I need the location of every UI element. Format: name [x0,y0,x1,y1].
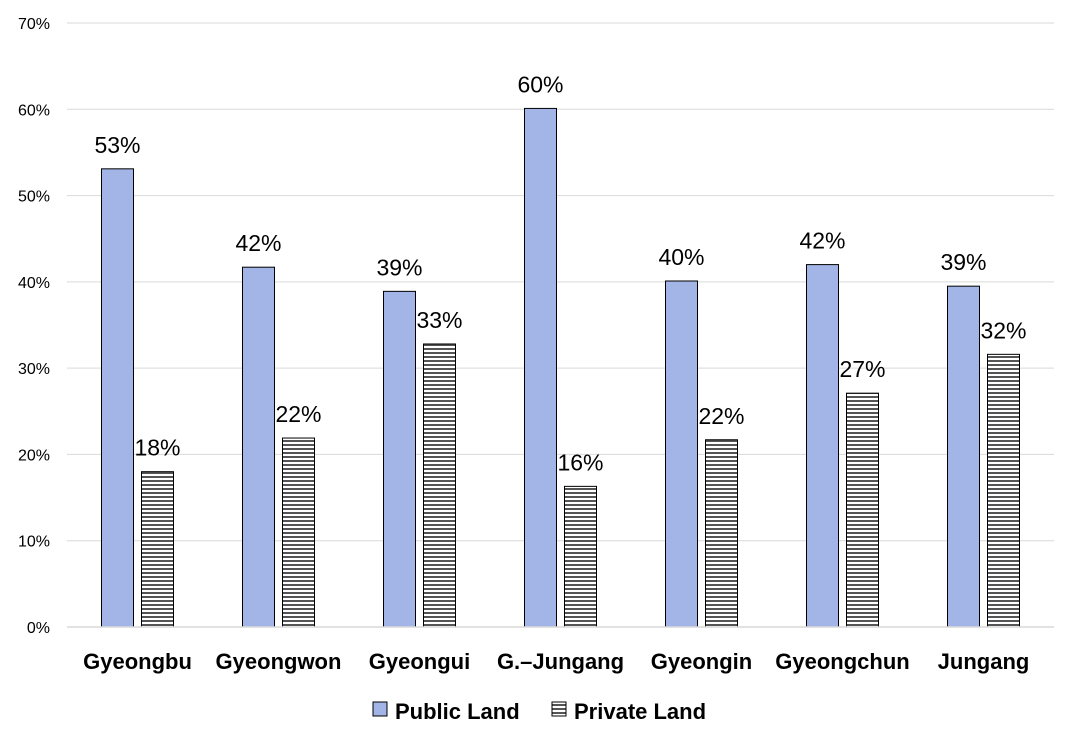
bar-private-land [564,485,597,628]
y-tick-label: 0% [27,620,50,637]
data-label-public-land: 42% [799,228,845,254]
y-tick-label: 10% [18,534,50,551]
y-tick-label: 30% [18,361,50,378]
bar-private-land [282,437,315,628]
data-label-private-land: 18% [134,435,180,461]
legend: Public Land Private Land [372,699,706,724]
bar-private-land [987,353,1020,628]
y-tick-label: 50% [18,189,50,206]
x-axis-categories: Gyeongbu Gyeongwon Gyeongui G.–Jungang Gyeon… [83,649,1029,674]
data-label-private-land: 16% [557,449,603,475]
data-label-private-land: 27% [839,356,885,382]
bars [101,107,1020,628]
y-tick-label: 60% [18,102,50,119]
bar-public-land [101,168,134,628]
legend-swatch-private-land [551,701,567,717]
bar-public-land [524,107,557,628]
bar-public-land [947,285,980,628]
data-label-public-land: 39% [376,254,422,280]
x-category-label: Gyeongin [651,649,752,674]
bar-private-land [423,343,456,628]
data-label-private-land: 33% [416,307,462,333]
data-label-public-land: 53% [94,132,140,158]
bar-private-land [846,392,879,628]
data-label-private-land: 32% [980,317,1026,343]
gridlines [67,22,1054,542]
x-category-label: Gyeongchun [775,649,909,674]
legend-label-private-land: Private Land [574,699,706,724]
data-label-private-land: 22% [698,403,744,429]
bar-public-land [806,264,839,628]
y-axis-ticks: 0% 10% 20% 30% 40% 50% 60% 70% [18,16,50,637]
data-label-public-land: 60% [517,71,563,97]
x-category-label: G.–Jungang [497,649,624,674]
bar-private-land [705,439,738,628]
x-category-label: Jungang [938,649,1030,674]
bar-public-land [665,280,698,628]
bar-public-land [242,266,275,628]
data-label-public-land: 42% [235,230,281,256]
data-label-public-land: 40% [658,244,704,270]
x-category-label: Gyeongui [369,649,470,674]
data-labels: 53% 18% 42% 22% 39% 33% 60% 16% 40% 22% 42% 27% 39% 3… [94,71,1026,475]
x-category-label: Gyeongwon [216,649,342,674]
y-tick-label: 70% [18,16,50,33]
data-label-private-land: 22% [275,401,321,427]
y-tick-label: 40% [18,275,50,292]
bar-private-land [141,471,174,628]
x-category-label: Gyeongbu [83,649,192,674]
legend-label-public-land: Public Land [395,699,520,724]
bar-public-land [383,290,416,628]
y-tick-label: 20% [18,447,50,464]
legend-swatch-public-land [372,701,388,717]
data-label-public-land: 39% [940,249,986,275]
